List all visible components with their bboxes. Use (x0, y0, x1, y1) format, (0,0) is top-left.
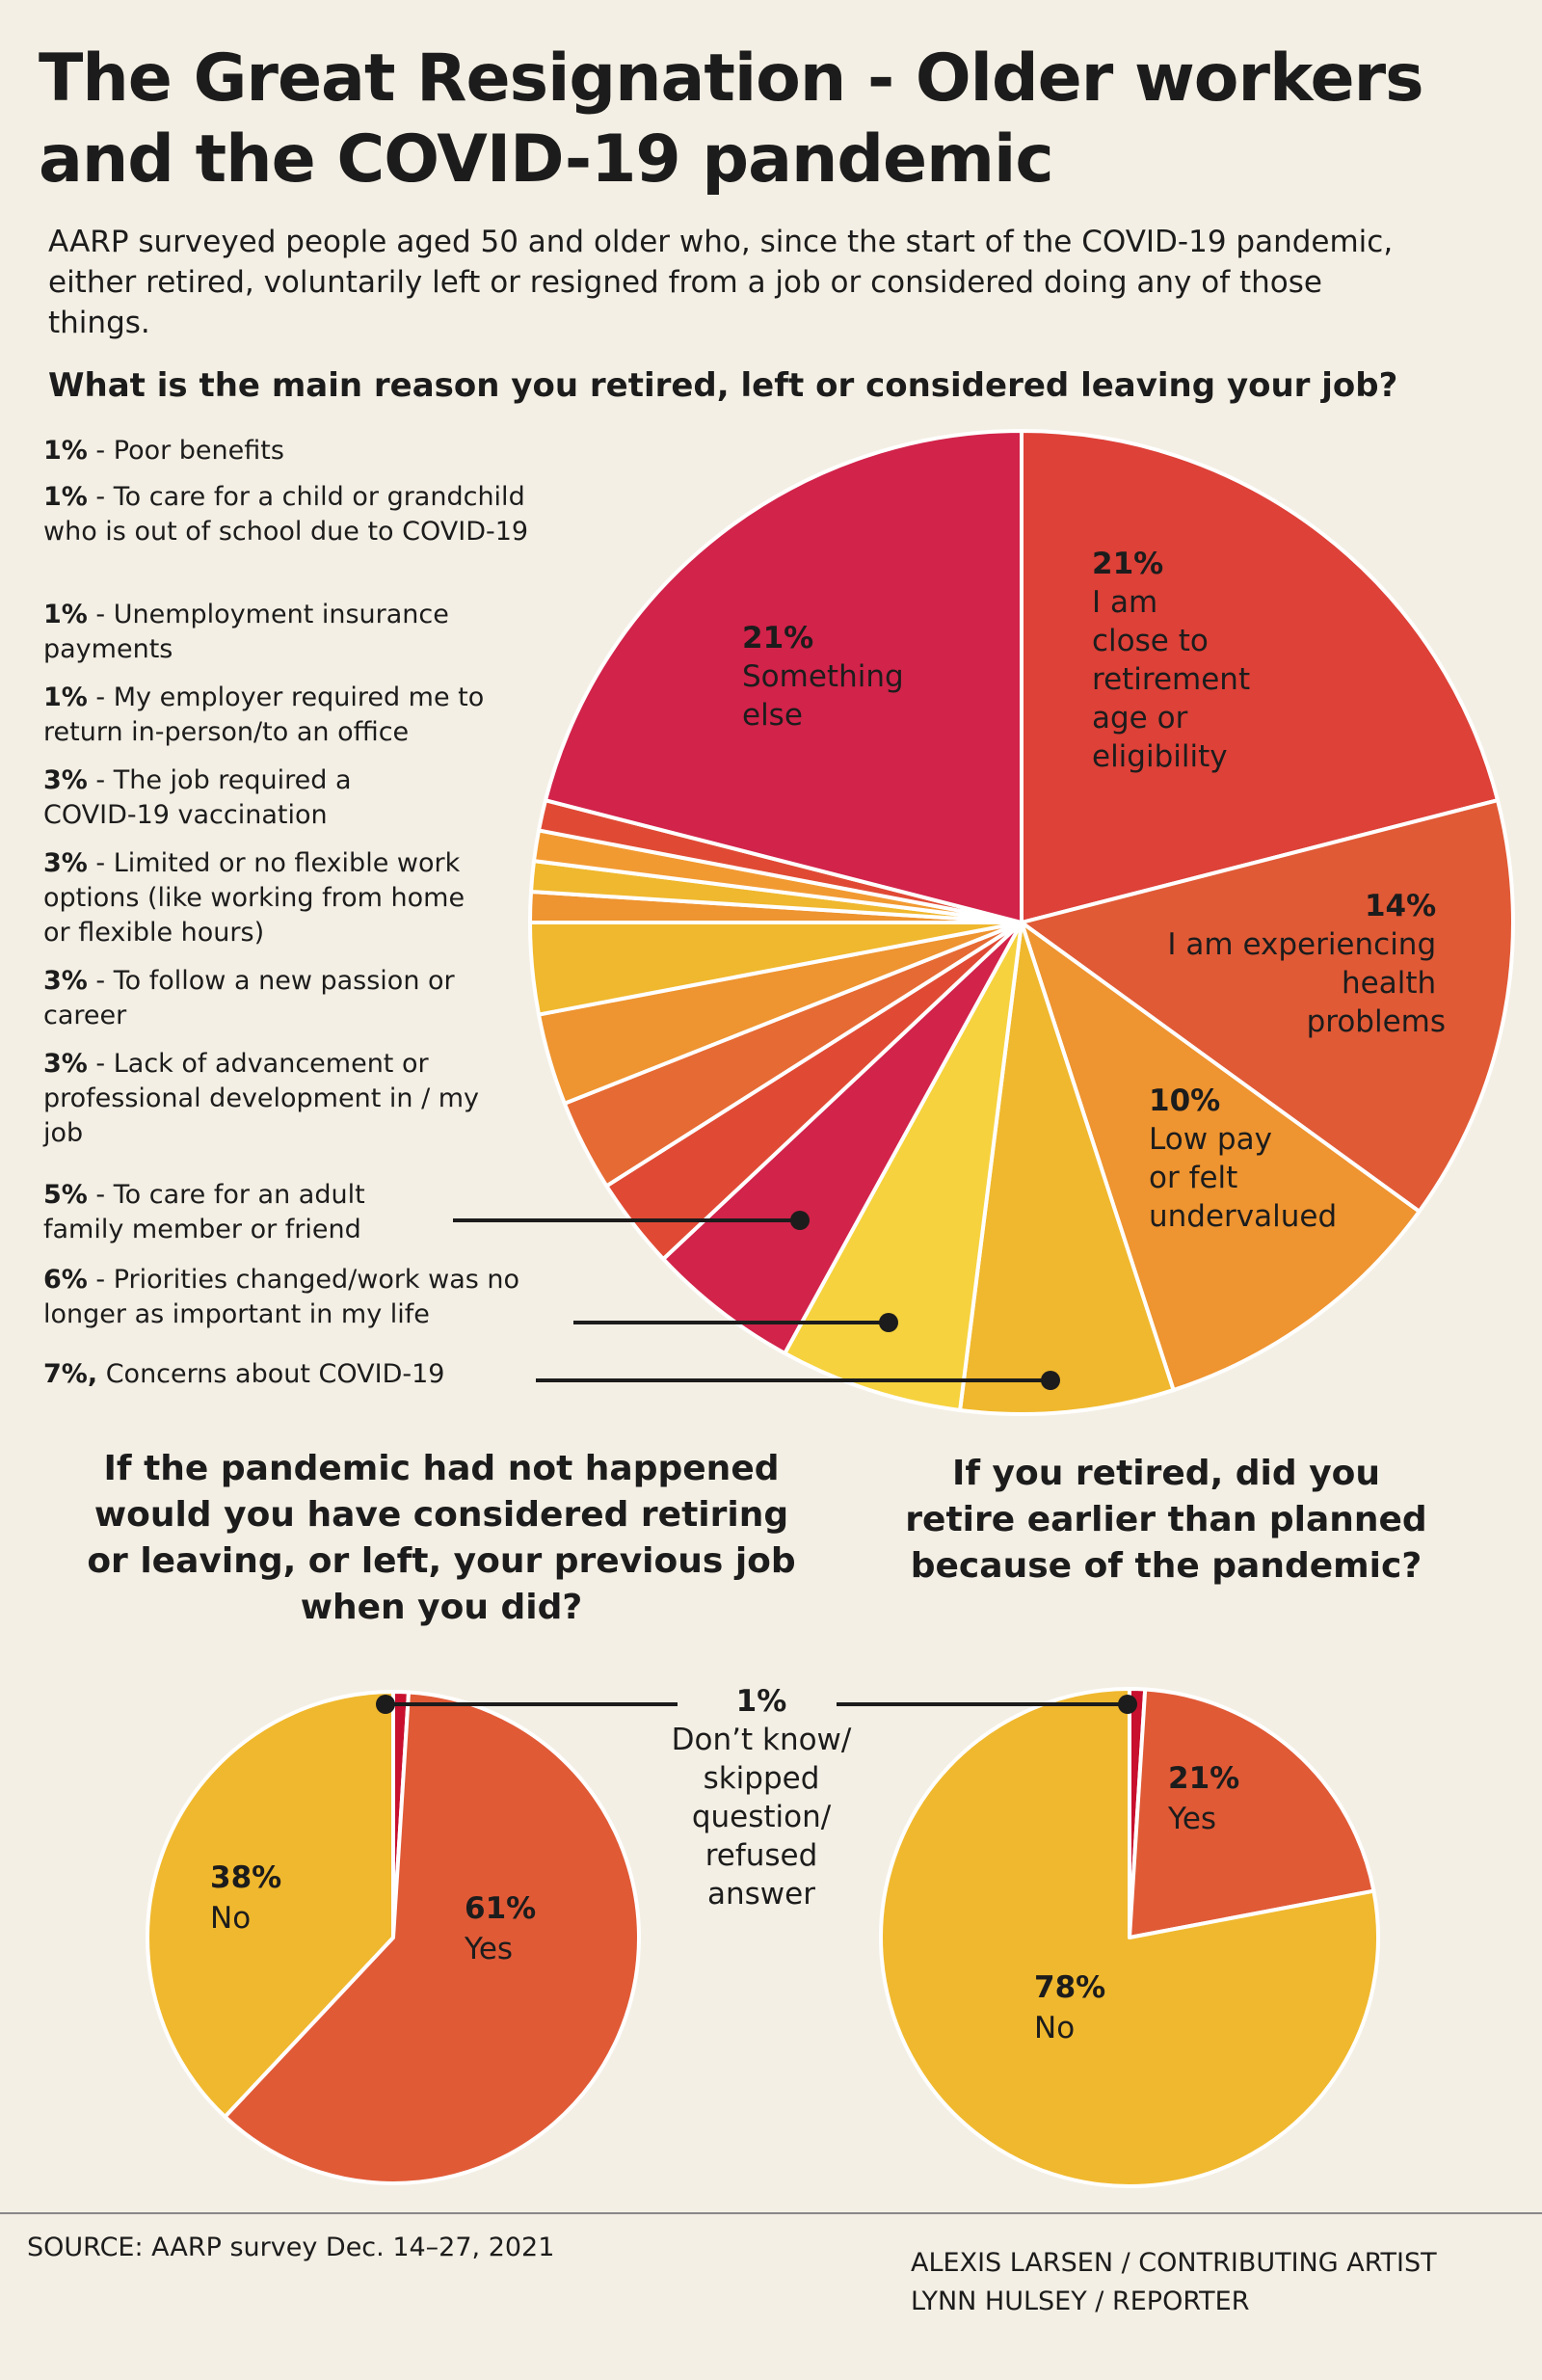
leader-care-adult-dot (790, 1211, 810, 1230)
main-pie-slice-3 (958, 921, 1176, 1416)
legend-text: - To care for an adult family member or … (43, 1180, 365, 1244)
legend-pct: 3% (43, 1049, 88, 1079)
legend-text: Concerns about COVID-19 (97, 1359, 445, 1389)
legend-pct: 5% (43, 1180, 88, 1210)
legend-item: 3% - Lack of advancement or professional… (43, 1047, 516, 1151)
legend-item: 7%, Concerns about COVID-19 (43, 1357, 545, 1392)
left-question: If the pandemic had not happened would y… (87, 1449, 796, 1627)
legend-item: 3% - To follow a new passion or career (43, 964, 496, 1033)
intro-text: AARP surveyed people aged 50 and older w… (48, 225, 1394, 340)
legend-pct: 1% (43, 436, 88, 466)
footer-divider (0, 2212, 1542, 2214)
dont-know-text: Don’t know/ skipped question/ refused an… (671, 1723, 852, 1912)
slice-label-health: 14% I am experiencing health problems (1167, 889, 1446, 1039)
leader-priorities-dot (879, 1313, 898, 1332)
legend-pct: 1% (43, 682, 88, 712)
legend-text: - To follow a new passion or career (43, 966, 455, 1030)
legend-text: - Lack of advancement or professional de… (43, 1049, 480, 1148)
left-label-no: 38% No (210, 1860, 291, 1936)
legend-item: 6% - Priorities changed/work was no long… (43, 1263, 583, 1332)
legend-item: 1% - To care for a child or grandchild w… (43, 480, 535, 549)
legend-item: 1% - My employer required me to return i… (43, 681, 559, 750)
left-pie-slice-2 (146, 1690, 395, 2119)
legend-text: - Poor benefits (87, 436, 284, 466)
dont-know-label: 1% Don’t know/ skipped question/ refused… (655, 1682, 867, 1913)
legend-pct: 1% (43, 600, 88, 629)
right-label-yes: 21% Yes (1167, 1761, 1249, 1836)
legend-text: - My employer required me to return in-p… (43, 682, 485, 747)
slice-label-close-to-retirement: 21% I am close to retirement age or elig… (1092, 547, 1260, 774)
credit-reporter: LYNN HULSEY / REPORTER (911, 2286, 1250, 2316)
legend-text: - Limited or no flexible work options (l… (43, 848, 465, 948)
legend-item: 3% - Limited or no flexible work options… (43, 846, 487, 950)
source-note: SOURCE: AARP survey Dec. 14–27, 2021 (27, 2233, 555, 2262)
main-pie-slice-2 (1020, 921, 1422, 1393)
legend-item: 3% - The job required a COVID-19 vaccina… (43, 763, 448, 833)
right-pie (879, 1687, 1380, 2188)
main-pie-slice-1 (1020, 798, 1515, 1214)
legend-text: - To care for a child or grandchild who … (43, 482, 529, 547)
main-pie (528, 429, 1515, 1416)
legend-pct: 1% (43, 482, 88, 512)
main-pie-slice-4 (783, 921, 1024, 1412)
legend-pct: 3% (43, 765, 88, 795)
left-label-yes: 61% Yes (464, 1891, 545, 1966)
dont-know-pct: 1% (735, 1684, 787, 1719)
page-title: The Great Resignation - Older workers an… (39, 40, 1424, 198)
legend-pct: 7%, (43, 1359, 98, 1389)
leader-lines (376, 1211, 1137, 1714)
right-question: If you retired, did you retire earlier t… (905, 1454, 1427, 1586)
legend-text: - The job required a COVID-19 vaccinatio… (43, 765, 352, 830)
credit-artist: ALEXIS LARSEN / CONTRIBUTING ARTIST (911, 2248, 1437, 2278)
legend-pct: 3% (43, 848, 88, 878)
main-pie-slice-5 (661, 921, 1024, 1355)
left-pie-slice-1 (223, 1690, 641, 2185)
legend-pct: 3% (43, 966, 88, 996)
left-pie (146, 1689, 641, 2185)
leader-covid-dot (1041, 1371, 1060, 1390)
slice-label-something-else: 21% Something else (742, 621, 914, 733)
main-pie-slice-0 (1020, 429, 1500, 924)
right-label-no: 78% No (1034, 1970, 1115, 2046)
right-pie-slice-1 (1128, 1687, 1376, 1939)
legend-item: 5% - To care for an adult family member … (43, 1178, 448, 1247)
legend-item: 1% - Poor benefits (43, 434, 564, 468)
legend-text: - Priorities changed/work was no longer … (43, 1265, 520, 1329)
slice-label-low-pay: 10% Low pay or felt undervalued (1149, 1083, 1337, 1234)
legend-pct: 6% (43, 1265, 88, 1295)
main-question: What is the main reason you retired, lef… (48, 366, 1398, 405)
legend-item: 1% - Unemployment insurance payments (43, 598, 545, 667)
leader-dont-know-right-dot (1118, 1695, 1137, 1714)
leader-dont-know-left-dot (376, 1695, 395, 1714)
main-pie-slice-14 (544, 429, 1024, 924)
right-pie-slice-2 (879, 1687, 1380, 2188)
legend-text: - Unemployment insurance payments (43, 600, 449, 664)
